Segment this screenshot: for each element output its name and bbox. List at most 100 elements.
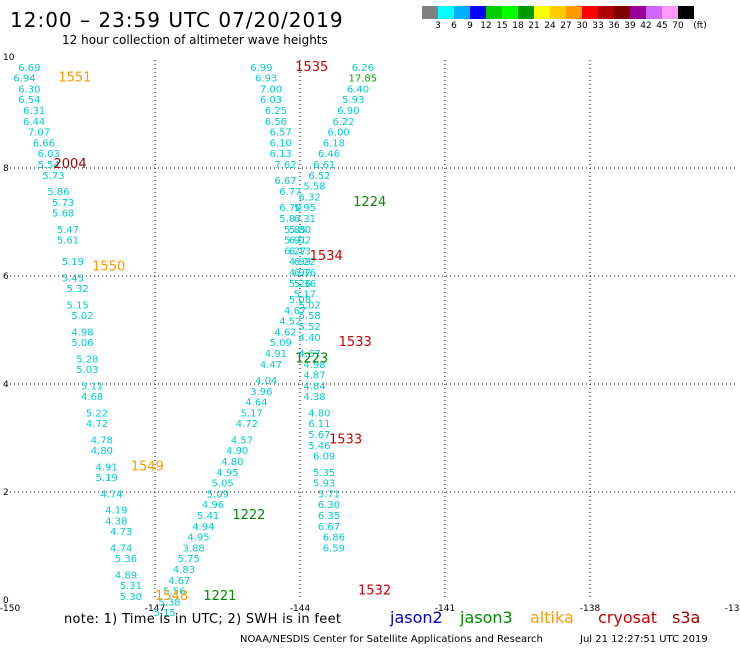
wave-height-value: 5.17 xyxy=(241,408,263,419)
wave-height-value: 5.80 xyxy=(289,225,311,236)
legend-swatch xyxy=(678,6,694,19)
wave-height-value: 5.45 xyxy=(62,273,84,284)
wave-height-value: 4.97 xyxy=(289,268,311,279)
legend-swatch xyxy=(438,6,454,19)
wave-height-value: 5.02 xyxy=(71,311,93,322)
page-subtitle: 12 hour collection of altimeter wave hei… xyxy=(62,33,328,47)
wave-height-value: 5.32 xyxy=(67,284,89,295)
wave-height-value: 5.36 xyxy=(115,554,137,565)
wave-height-value: 6.02 xyxy=(289,236,311,247)
footer-credit: NOAA/NESDIS Center for Satellite Applica… xyxy=(240,634,543,645)
y-tick-label: 4 xyxy=(3,380,9,390)
wave-height-value: 5.30 xyxy=(120,592,142,603)
wave-height-value: 6.69 xyxy=(18,63,40,74)
legend-label: 42 xyxy=(640,21,652,31)
wave-height-value: 4.64 xyxy=(245,398,267,409)
wave-height-value: 6.52 xyxy=(308,171,330,182)
wave-height-value: 4.67 xyxy=(284,306,306,317)
wave-height-value: 5.95 xyxy=(294,203,316,214)
pass-time-label: 1549 xyxy=(131,459,164,474)
legend-label: 39 xyxy=(624,21,636,31)
wave-height-value: 5.26 xyxy=(289,279,311,290)
x-tick-label: -135 xyxy=(725,604,740,614)
wave-height-value: 4.19 xyxy=(105,506,127,517)
wave-height-value: 6.22 xyxy=(332,117,354,128)
wave-height-value: 4.57 xyxy=(231,435,253,446)
wave-height-value: 6.25 xyxy=(265,106,287,117)
legend-label: 70 xyxy=(672,21,684,31)
legend-swatch xyxy=(454,6,470,19)
wave-height-value: 4.98 xyxy=(303,360,325,371)
wave-height-value: 6.94 xyxy=(13,74,35,85)
wave-height-value: 6.18 xyxy=(323,138,345,149)
wave-height-value: 5.08 xyxy=(289,295,311,306)
wave-height-value: 17.85 xyxy=(349,74,378,85)
wave-height-value: 5.73 xyxy=(52,198,74,209)
wave-height-value: 6.56 xyxy=(265,117,287,128)
wave-height-value: 4.95 xyxy=(187,533,209,544)
x-tick-label: -144 xyxy=(290,604,311,614)
wave-height-value: 6.40 xyxy=(347,84,369,95)
wave-height-value: 6.86 xyxy=(323,533,345,544)
wave-height-value: 4.95 xyxy=(216,468,238,479)
legend-label: 9 xyxy=(467,21,473,31)
wave-height-value: 6.46 xyxy=(318,149,340,160)
wave-height-value: 4.38 xyxy=(105,516,127,527)
pass-time-label: 1533 xyxy=(329,432,362,447)
wave-height-value: 6.27 xyxy=(284,246,306,257)
wave-height-value: 5.05 xyxy=(212,479,234,490)
wave-height-value: 5.46 xyxy=(308,441,330,452)
wave-height-value: 5.91 xyxy=(284,236,306,247)
wave-height-value: 4.91 xyxy=(265,349,287,360)
x-tick-label: -147 xyxy=(145,604,165,614)
wave-height-value: 6.10 xyxy=(270,138,292,149)
wave-height-value: 6.31 xyxy=(23,106,45,117)
wave-height-value: 4.38 xyxy=(303,392,325,403)
pass-time-label: 1550 xyxy=(92,260,125,275)
wave-height-value: 7.62 xyxy=(274,160,296,171)
wave-height-value: 5.58 xyxy=(299,311,321,322)
legend-label: 24 xyxy=(544,21,556,31)
legend-label: 15 xyxy=(496,21,508,31)
x-tick-label: -138 xyxy=(580,604,601,614)
wave-height-value: 6.26 xyxy=(352,63,374,74)
pass-time-label: 1533 xyxy=(339,335,372,350)
wave-height-value: 6.35 xyxy=(318,511,340,522)
wave-height-value: 5.15 xyxy=(67,300,89,311)
wave-height-value: 5.61 xyxy=(57,236,79,247)
wave-height-value: 5.35 xyxy=(313,468,335,479)
wave-height-value: 5.03 xyxy=(76,365,98,376)
wave-height-value: 4.99 xyxy=(289,257,311,268)
wave-height-value: 5.73 xyxy=(42,171,64,182)
pass-time-label: 1223 xyxy=(295,351,328,366)
y-tick-label: 6 xyxy=(3,272,9,282)
legend-swatch xyxy=(486,6,502,19)
pass-time-label: 1221 xyxy=(203,589,236,604)
legend-swatch xyxy=(518,6,534,19)
legend-unit: (ft) xyxy=(693,21,707,31)
wave-height-value: 5.19 xyxy=(96,473,118,484)
legend-label: 33 xyxy=(592,21,604,31)
wave-height-value: 6.00 xyxy=(328,128,350,139)
wave-height-value: 4.52 xyxy=(279,317,301,328)
legend-swatch xyxy=(534,6,550,19)
wave-height-value: 6.32 xyxy=(299,192,321,203)
wave-height-value: 5.22 xyxy=(86,408,108,419)
wave-height-value: 4.47 xyxy=(260,360,282,371)
wave-height-value: 5.28 xyxy=(76,354,98,365)
wave-height-value: 5.75 xyxy=(178,554,200,565)
wave-height-value: 4.74 xyxy=(110,543,132,554)
legend-label: 27 xyxy=(560,21,572,31)
wave-height-value: 6.30 xyxy=(318,500,340,511)
wave-height-value: 6.90 xyxy=(337,106,359,117)
legend-label: 21 xyxy=(528,21,540,31)
wave-height-value: 5.87 xyxy=(279,214,301,225)
wave-height-value: 6.66 xyxy=(33,138,55,149)
wave-height-value: 4.74 xyxy=(100,489,122,500)
wave-height-value: 4.67 xyxy=(299,349,321,360)
wave-height-value: 4.80 xyxy=(308,408,330,419)
wave-height-value: 4.80 xyxy=(221,457,243,468)
wave-height-value: 5.11 xyxy=(81,381,103,392)
pass-time-label: 1551 xyxy=(58,71,91,86)
x-tick-label: -150 xyxy=(0,604,20,614)
